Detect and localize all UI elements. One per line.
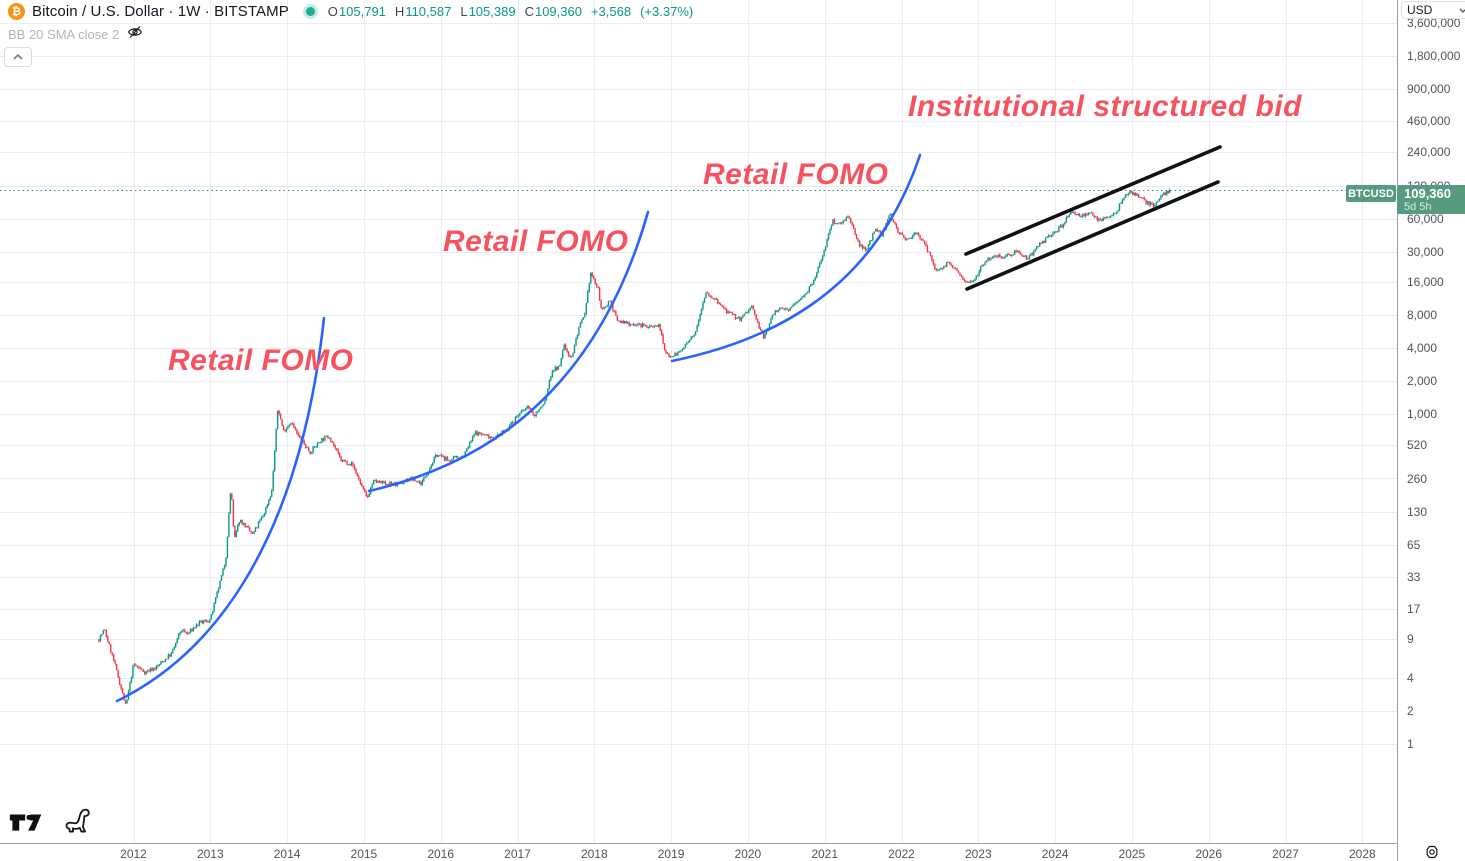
currency-selector[interactable]: USD [1401,1,1465,19]
price-tick-label: 16,000 [1407,274,1444,289]
price-tick-label: 2 [1407,703,1414,718]
dino-icon[interactable] [65,800,97,839]
price-tick-label: 2,000 [1407,374,1438,388]
market-status-icon[interactable] [305,7,315,16]
last-price-label: 109,360 5d 5h [1397,185,1465,214]
time-tick-label: 2020 [734,847,762,861]
tradingview-logo[interactable] [9,812,43,839]
price-tick-label: 240,000 [1407,145,1451,160]
axis-settings-corner[interactable] [1397,843,1465,861]
price-tick-label: 33 [1407,570,1421,584]
price-tick-label: 30,000 [1407,244,1444,259]
ohlc-values: O105,791 H110,587 L105,389 C109,360 +3,5… [327,4,694,19]
annotation-text-4[interactable]: Institutional structured bid [908,90,1302,123]
time-tick-label: 2025 [1118,847,1146,861]
time-tick-label: 2021 [811,847,839,861]
price-axis[interactable]: USD 3,600,000 1,800,000 900,000 460,000 240,… [1397,0,1465,843]
price-tick-label: 130 [1407,504,1428,519]
low-value: 105,389 [468,4,516,19]
time-tick-label: 2022 [888,847,915,861]
time-tick-label: 2023 [964,847,992,861]
time-tick-label: 2015 [350,847,378,861]
time-tick-label: 2028 [1348,847,1376,861]
price-tick-label: 260 [1407,471,1428,486]
time-tick-label: 2027 [1272,847,1299,861]
time-tick-label: 2014 [273,847,301,861]
time-tick-label: 2024 [1041,847,1069,861]
price-tick-label: 4 [1407,670,1414,685]
time-tick-label: 2026 [1195,847,1223,861]
chevron-down-icon [1459,8,1465,13]
last-price-value: 109,360 [1404,186,1451,201]
price-tick-label: 520 [1407,438,1428,453]
collapse-panel-button[interactable] [4,47,32,67]
time-tick-label: 2019 [657,847,685,861]
time-axis[interactable]: 2012 2013 2014 2015 2016 2017 2018 2019 2020 2021… [0,843,1465,861]
price-tick-label: 17 [1407,601,1421,616]
gear-icon [1426,845,1438,859]
price-tick-label: 4,000 [1407,340,1438,355]
chart-legend: ₿ Bitcoin / U.S. Dollar · 1W · BITSTAMP … [8,3,693,20]
currency-label: USD [1407,3,1433,17]
symbol-title[interactable]: Bitcoin / U.S. Dollar · 1W · BITSTAMP [32,3,289,20]
price-tick-label: 9 [1407,632,1414,647]
price-tick-label: 460,000 [1407,114,1451,129]
price-tick-label: 1,000 [1407,407,1438,422]
eye-off-icon[interactable] [127,24,143,45]
change-value: +3,568 [590,4,632,19]
annotation-text-2[interactable]: Retail FOMO [443,225,629,258]
price-tick-label: 1,800,000 [1407,49,1461,64]
bitcoin-icon: ₿ [8,3,25,20]
indicator-row[interactable]: BB 20 SMA close 2 [8,24,143,45]
high-value: 110,587 [405,4,452,19]
time-tick-label: 2017 [504,847,531,861]
price-tick-label: 60,000 [1407,211,1444,226]
time-tick-label: 2016 [427,847,455,861]
indicator-title: BB 20 SMA close 2 [8,27,120,42]
open-value: 105,791 [338,4,386,19]
symbol-price-tag: BTCUSD [1346,185,1396,202]
annotation-text-1[interactable]: Retail FOMO [168,344,354,377]
close-value: 109,360 [534,4,582,19]
price-tick-label: 3,600,000 [1407,16,1461,31]
annotation-text-3[interactable]: Retail FOMO [703,158,889,191]
time-tick-label: 2012 [120,847,147,861]
price-tick-label: 65 [1407,537,1421,552]
price-tick-label: 8,000 [1407,307,1438,322]
bar-countdown: 5d 5h [1404,201,1432,213]
price-tick-label: 900,000 [1407,82,1451,97]
change-percent: (+3.37%) [640,4,694,19]
time-tick-label: 2018 [580,847,608,861]
time-tick-label: 2013 [196,847,224,861]
price-tick-label: 1 [1407,737,1414,751]
